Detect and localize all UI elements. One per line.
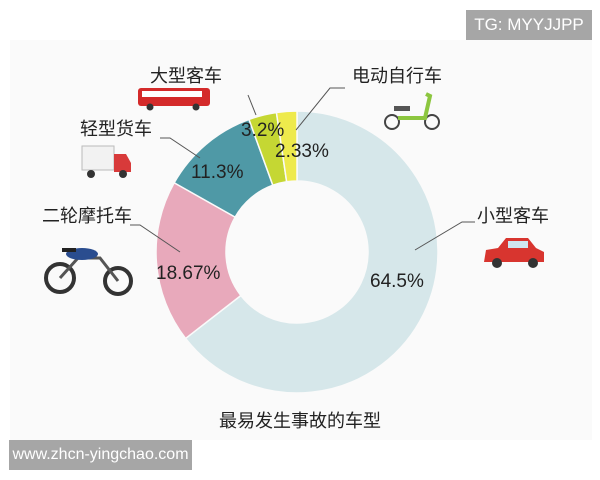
pct-bus: 3.2%	[241, 120, 284, 141]
motorcycle-icon	[44, 248, 133, 296]
label-bus: 大型客车	[150, 66, 222, 86]
car-icon	[484, 238, 544, 268]
label-truck: 轻型货车	[80, 119, 152, 139]
leader-line-small-car	[414, 221, 475, 251]
e-bike-icon	[384, 92, 440, 130]
pct-ebike: 2.33%	[275, 141, 329, 162]
watermark-top: TG: MYYJJPP	[466, 10, 592, 40]
bus-icon	[138, 88, 210, 111]
truck-icon	[81, 145, 131, 178]
pct-motorcycle: 18.67%	[156, 263, 221, 284]
leader-line-bus	[247, 94, 257, 116]
label-small-car: 小型客车	[477, 206, 549, 226]
leader-line-ebike	[295, 87, 345, 131]
donut-slice-4	[275, 110, 298, 183]
leader-line-truck	[160, 137, 201, 159]
pct-small-car: 64.5%	[370, 271, 424, 292]
label-ebike: 电动自行车	[352, 66, 442, 86]
donut-slice-1	[155, 181, 242, 340]
donut-slice-0	[184, 110, 439, 394]
leader-line-motorcycle	[130, 224, 181, 253]
pct-truck: 11.3%	[191, 162, 244, 183]
chart-title: 最易发生事故的车型	[219, 411, 381, 431]
label-motorcycle: 二轮摩托车	[42, 206, 132, 226]
watermark-bottom: www.zhcn-yingchao.com	[9, 440, 192, 470]
